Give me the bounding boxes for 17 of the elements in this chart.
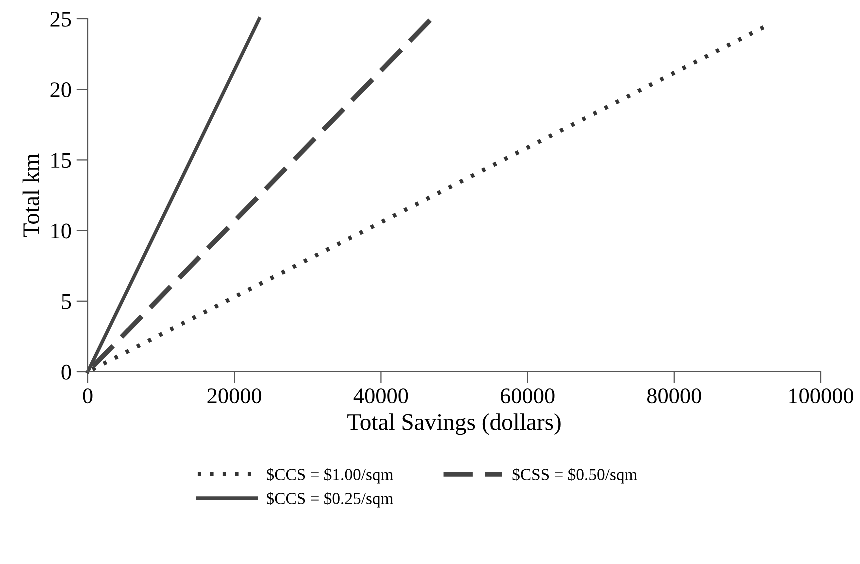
x-tick-label: 60000 bbox=[500, 388, 555, 404]
y-tick-label: 0 bbox=[62, 364, 72, 380]
legend-label: $CCS = $0.25/sqm bbox=[267, 492, 394, 508]
legend-label: $CCS = $1.00/sqm bbox=[267, 468, 394, 484]
y-tick-label: 15 bbox=[52, 153, 72, 168]
y-tick-label: 10 bbox=[52, 224, 72, 239]
y-tick-label: 25 bbox=[50, 12, 72, 27]
x-tick-label: 40000 bbox=[354, 388, 408, 404]
y-tick-label: 20 bbox=[50, 82, 72, 98]
x-tick-label: 20000 bbox=[208, 388, 262, 404]
x-tick-label: 80000 bbox=[647, 388, 702, 404]
y-axis-title: Total km bbox=[22, 154, 40, 238]
legend-label: $CSS = $0.50/sqm bbox=[512, 468, 638, 484]
x-tick-label: 100000 bbox=[790, 388, 854, 404]
y-tick-label: 5 bbox=[62, 294, 72, 310]
x-axis-title: Total Savings (dollars) bbox=[348, 414, 561, 436]
x-tick-label: 0 bbox=[83, 388, 93, 404]
